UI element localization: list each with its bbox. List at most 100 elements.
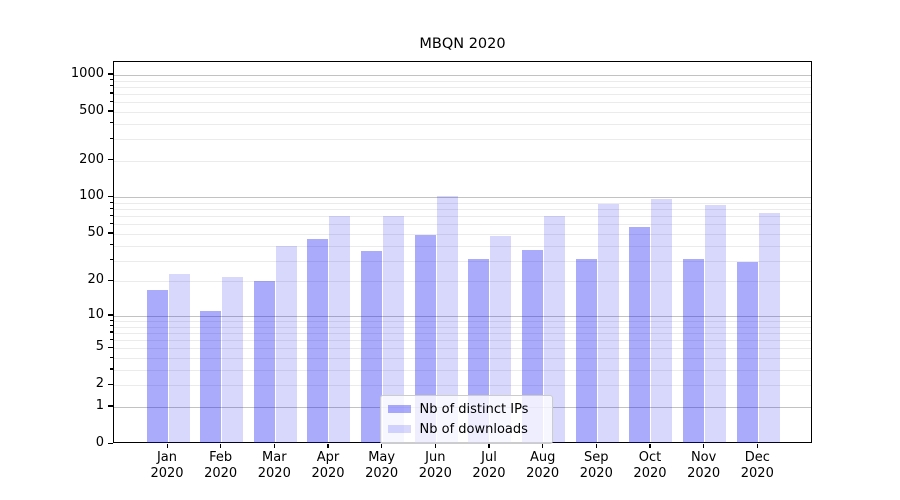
x-tick-mark [381,443,383,449]
y-minor-tick-mark [110,331,113,333]
bar-distinct-ips-may [361,251,383,443]
x-tick-mark [649,443,651,449]
x-tick-mark [488,443,490,449]
bar-downloads-aug [544,216,566,443]
gridline-300 [114,139,811,141]
gridline-4 [114,358,811,360]
gridline-5 [114,348,811,350]
gridline-80 [114,209,811,211]
gridline-3 [114,369,811,371]
y-tick-label-0: 0 [95,435,104,450]
gridline-400 [114,123,811,125]
x-tick-label-dec: Dec 2020 [740,449,774,481]
y-minor-tick-mark [110,110,113,112]
bar-distinct-ips-nov [683,258,705,443]
bar-downloads-oct [651,198,673,443]
y-minor-tick-mark [110,207,113,209]
y-minor-tick-mark [110,346,113,348]
x-tick-mark [273,443,275,449]
legend-item-downloads: Nb of downloads [381,419,552,439]
x-tick-label-aug: Aug 2020 [526,449,560,481]
legend-item-distinct-ips: Nb of distinct IPs [381,399,552,419]
y-tick-label-1: 1 [95,397,104,413]
bar-distinct-ips-mar [253,281,275,443]
y-minor-tick-mark [110,244,113,246]
gridline-90 [114,203,811,205]
y-minor-tick-mark [110,338,113,340]
legend: Nb of distinct IPs Nb of downloads [379,395,553,444]
bar-downloads-jan [168,274,190,443]
x-tick-label-oct: Oct 2020 [633,449,667,481]
y-tick-mark [108,442,113,444]
gridline-20 [114,281,811,283]
y-minor-tick-mark [110,259,113,261]
x-tick-label-may: May 2020 [365,449,399,481]
bar-downloads-dec [758,213,780,443]
x-tick-label-apr: Apr 2020 [311,449,345,481]
y-tick-mark [108,73,113,75]
gridline-70 [114,216,811,218]
y-tick-mark [108,195,113,198]
x-tick-label-nov: Nov 2020 [687,449,721,481]
y-minor-tick-mark [110,159,113,161]
y-tick-label-5: 5 [95,339,104,355]
y-minor-tick-mark [110,137,113,139]
y-minor-tick-mark [110,92,113,94]
x-tick-label-sep: Sep 2020 [579,449,613,481]
y-minor-tick-mark [110,232,113,234]
gridline-1000 [114,74,811,76]
gridline-50 [114,233,811,235]
gridline-60 [114,224,811,226]
bar-downloads-apr [329,216,351,443]
y-tick-label-20: 20 [87,272,104,288]
bar-downloads-jun [436,195,458,443]
bar-downloads-jul [490,236,512,443]
y-tick-label-50: 50 [87,224,104,240]
gridline-200 [114,160,811,162]
y-minor-tick-mark [110,222,113,224]
x-tick-label-feb: Feb 2020 [204,449,238,481]
bar-distinct-ips-oct [629,227,651,443]
x-tick-mark [327,443,329,449]
y-minor-tick-mark [110,319,113,321]
y-minor-tick-mark [110,214,113,216]
bar-downloads-mar [275,245,297,443]
bar-distinct-ips-aug [522,249,544,443]
y-tick-label-100: 100 [79,188,104,204]
gridline-6 [114,340,811,342]
plot-area: Nb of distinct IPs Nb of downloads [113,60,812,444]
y-minor-tick-mark [110,325,113,327]
y-tick-label-200: 200 [79,151,104,167]
y-minor-tick-mark [110,79,113,81]
y-tick-label-1000: 1000 [70,65,104,81]
x-tick-label-jun: Jun 2020 [418,449,452,481]
chart-title: MBQN 2020 [419,36,506,52]
bar-distinct-ips-dec [736,262,758,443]
x-tick-label-mar: Mar 2020 [257,449,291,481]
y-tick-label-10: 10 [87,306,104,322]
gridline-100 [114,197,811,199]
x-tick-mark [220,443,222,449]
gridline-600 [114,102,811,104]
bar-distinct-ips-feb [200,311,222,443]
legend-swatch-downloads-icon [387,424,411,434]
legend-label-downloads: Nb of downloads [419,421,528,437]
x-tick-mark [595,443,597,449]
y-tick-label-500: 500 [79,102,104,118]
x-tick-mark [756,443,758,449]
bar-distinct-ips-jun [414,235,436,443]
gridline-7 [114,332,811,334]
y-minor-tick-mark [110,279,113,281]
legend-label-distinct-ips: Nb of distinct IPs [419,401,529,417]
gridline-900 [114,80,811,82]
x-tick-label-jul: Jul 2020 [472,449,506,481]
y-minor-tick-mark [110,368,113,370]
y-minor-tick-mark [110,356,113,358]
x-tick-label-jan: Jan 2020 [150,449,184,481]
y-minor-tick-mark [110,100,113,102]
gridline-500 [114,111,811,113]
gridline-9 [114,321,811,322]
bar-downloads-sep [597,203,619,443]
x-tick-mark [542,443,544,449]
